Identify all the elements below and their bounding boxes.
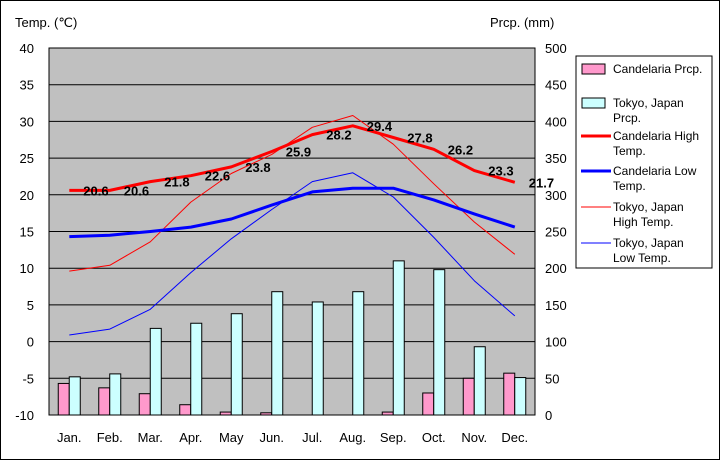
series-lines [69, 115, 516, 336]
bar-tokyo-japan-prcp--11 [514, 377, 527, 416]
legend-entry: Temp. [613, 179, 646, 193]
bar-candelaria-prcp--10 [462, 377, 475, 416]
data-label-high-temp: 20.6 [83, 183, 108, 198]
y-tick-right: 50 [545, 371, 559, 386]
bar-tokyo-japan-prcp--2 [149, 327, 162, 416]
bar-tokyo-japan-prcp--4 [230, 313, 243, 416]
y-tick-right: 450 [545, 78, 567, 93]
bar-candelaria-prcp--11 [503, 372, 516, 416]
bar-tokyo-japan-prcp--1 [109, 373, 122, 416]
x-tick-label: May [219, 430, 244, 445]
line-tokyo-japan-high-temp [69, 115, 516, 272]
data-label-high-temp: 25.9 [286, 144, 311, 159]
data-label-high-temp: 22.6 [205, 169, 230, 184]
y-tick-right: 400 [545, 114, 567, 129]
bar-candelaria-prcp--4 [219, 411, 232, 416]
x-tick-label: Sep. [380, 430, 407, 445]
y-tick-left: 35 [20, 78, 34, 93]
legend-swatch [581, 97, 606, 109]
legend-entry: Low Temp. [613, 251, 671, 265]
y-tick-right: 100 [545, 335, 567, 350]
bars [57, 260, 527, 416]
legend-entry: High Temp. [613, 215, 673, 229]
x-tick-label: Oct. [422, 430, 446, 445]
axes: 4035302520151050-5-105004504003503002502… [15, 41, 567, 445]
y-tick-left: 15 [20, 225, 34, 240]
bar-candelaria-prcp--2 [138, 393, 151, 416]
y-tick-left: 25 [20, 151, 34, 166]
data-label-high-temp: 23.8 [245, 160, 270, 175]
bar-tokyo-japan-prcp--10 [473, 346, 486, 416]
y-tick-left: -5 [22, 371, 34, 386]
data-label-high-temp: 29.4 [367, 119, 393, 134]
legend-entry: Candelaria Prcp. [613, 62, 702, 76]
right-axis-title: Prcp. (mm) [490, 15, 554, 30]
legend-entry: Tokyo, Japan [613, 236, 684, 250]
x-tick-label: Apr. [179, 430, 202, 445]
bar-candelaria-prcp--1 [98, 387, 111, 416]
legend: Candelaria Prcp.Tokyo, JapanPrcp.Candela… [575, 55, 713, 269]
legend-entry: Temp. [613, 144, 646, 158]
bar-tokyo-japan-prcp--8 [392, 260, 405, 416]
y-tick-left: 30 [20, 114, 34, 129]
data-label-high-temp: 26.2 [448, 142, 473, 157]
legend-swatch [581, 63, 606, 75]
legend-entry: Prcp. [613, 111, 641, 125]
y-tick-right: 150 [545, 298, 567, 313]
bar-candelaria-prcp--9 [422, 392, 435, 416]
gridlines [49, 84, 535, 379]
y-tick-left: 40 [20, 41, 34, 56]
legend-entry: Tokyo, Japan [613, 200, 684, 214]
x-tick-label: Feb. [97, 430, 123, 445]
x-tick-label: Jan. [57, 430, 82, 445]
data-labels: 20.6 20.6 21.8 22.6 23.8 25.9 28.2 29.4 27.8 26.2… [83, 119, 554, 199]
legend-entry: Tokyo, Japan [613, 96, 684, 110]
data-label-high-temp: 27.8 [407, 131, 432, 146]
y-tick-right: 0 [545, 408, 552, 423]
bar-tokyo-japan-prcp--7 [352, 291, 365, 416]
y-tick-right: 300 [545, 188, 567, 203]
y-tick-right: 350 [545, 151, 567, 166]
bar-candelaria-prcp--8 [381, 411, 394, 416]
bar-tokyo-japan-prcp--5 [271, 291, 284, 416]
line-tokyo-japan-low-temp [69, 172, 516, 336]
y-tick-right: 200 [545, 261, 567, 276]
bar-candelaria-prcp--5 [260, 412, 273, 416]
legend-entry: Candelaria Low [613, 164, 697, 178]
y-tick-left: -10 [15, 408, 34, 423]
x-tick-label: Aug. [339, 430, 366, 445]
left-axis-title: Temp. (℃) [15, 15, 77, 30]
data-label-high-temp: 20.6 [124, 183, 149, 198]
data-label-high-temp: 23.3 [488, 164, 513, 179]
x-tick-label: Nov. [461, 430, 487, 445]
x-tick-label: Jul. [302, 430, 322, 445]
bar-candelaria-prcp--0 [57, 382, 70, 416]
bar-candelaria-prcp--3 [179, 404, 192, 416]
data-label-high-temp: 21.7 [529, 175, 554, 190]
bar-tokyo-japan-prcp--6 [311, 301, 324, 416]
x-tick-label: Jun. [259, 430, 284, 445]
y-tick-right: 250 [545, 225, 567, 240]
y-tick-left: 5 [27, 298, 34, 313]
bar-tokyo-japan-prcp--0 [68, 376, 81, 416]
x-tick-label: Dec. [501, 430, 528, 445]
y-tick-right: 500 [545, 41, 567, 56]
y-tick-left: 20 [20, 188, 34, 203]
line-candelaria-low-temp [69, 186, 516, 239]
bar-tokyo-japan-prcp--3 [190, 322, 203, 416]
bar-tokyo-japan-prcp--9 [433, 269, 446, 416]
y-tick-left: 10 [20, 261, 34, 276]
x-tick-label: Mar. [138, 430, 163, 445]
data-label-high-temp: 28.2 [326, 128, 351, 143]
data-label-high-temp: 21.8 [164, 175, 189, 190]
y-tick-left: 0 [27, 335, 34, 350]
legend-box [575, 55, 713, 269]
line-candelaria-high-temp [69, 124, 516, 192]
legend-entry: Candelaria High [613, 129, 699, 143]
